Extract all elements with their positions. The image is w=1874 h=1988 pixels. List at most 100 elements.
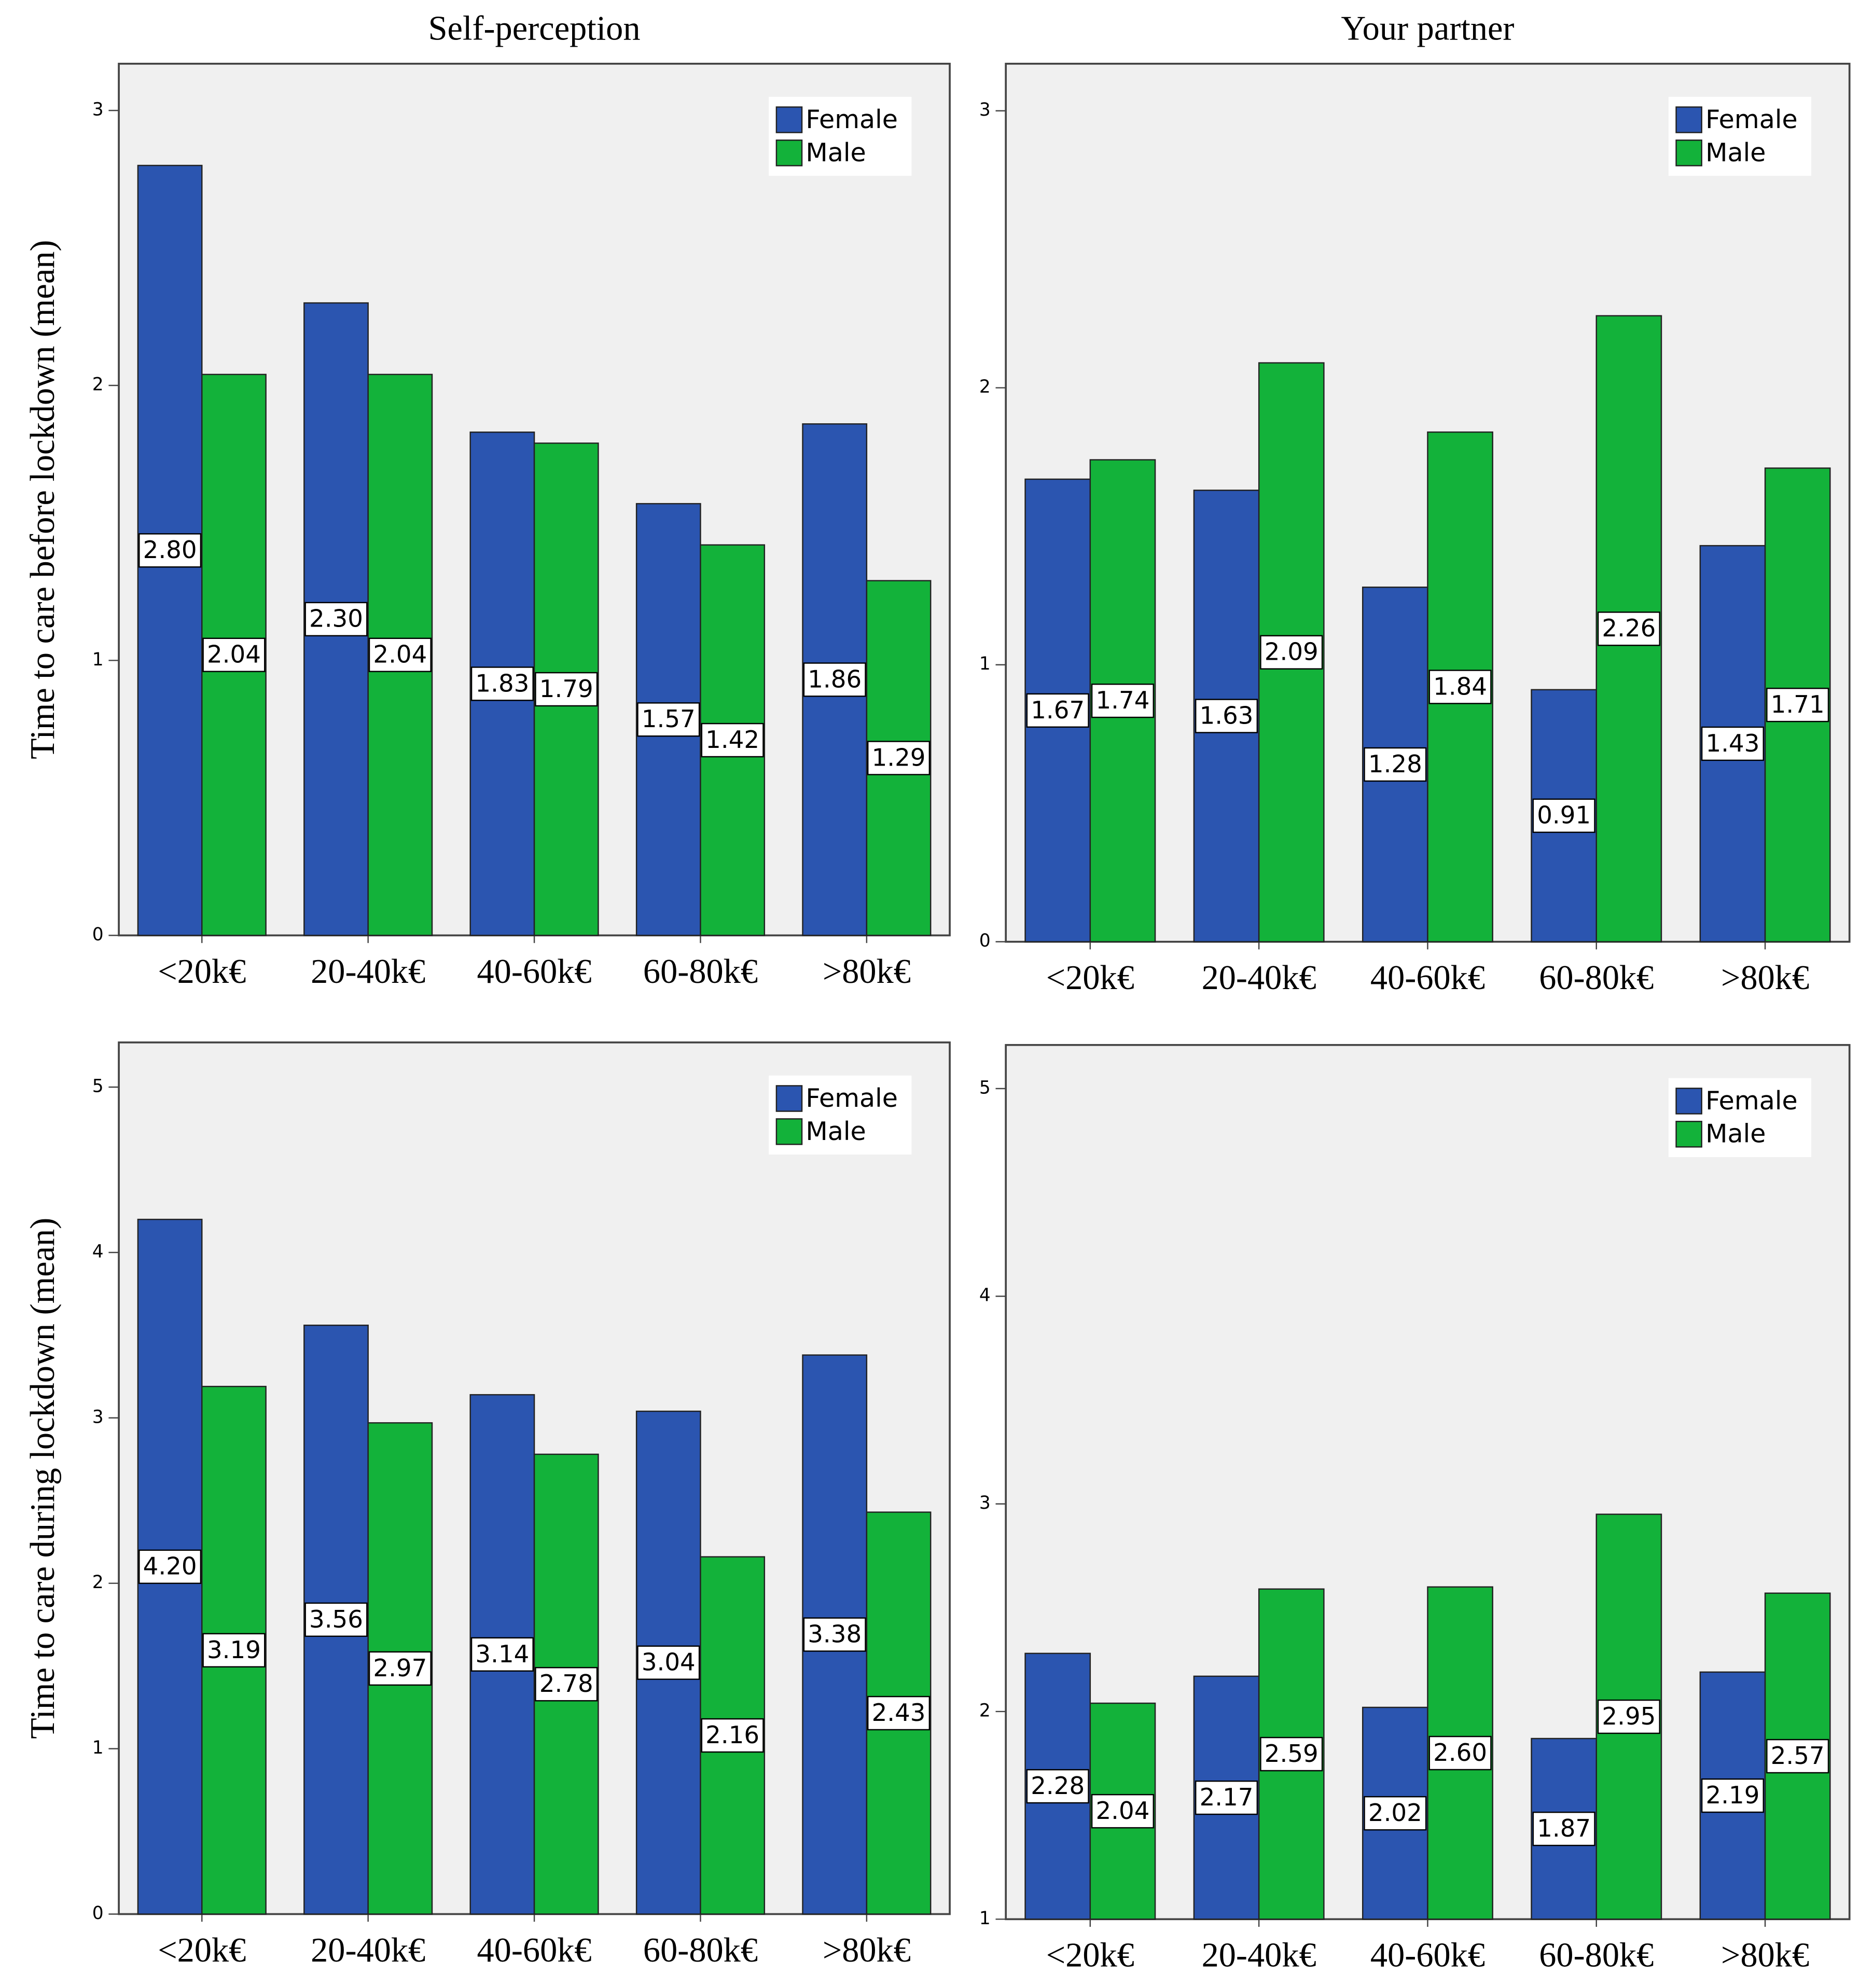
- y-tick-label: 5: [92, 1076, 104, 1096]
- data-label: 2.04: [373, 641, 427, 669]
- data-label: 2.80: [143, 536, 197, 564]
- legend-swatch: [775, 1085, 803, 1112]
- y-tick-label: 1: [979, 1908, 991, 1929]
- data-label-box: [1026, 693, 1089, 728]
- x-tick-label: 60-80k€: [1539, 1937, 1654, 1975]
- legend-label: Female: [1705, 1086, 1798, 1116]
- chart-title: Self-perception: [428, 10, 641, 48]
- data-label-box: [803, 1617, 866, 1652]
- data-label-box: [637, 702, 700, 737]
- x-tick-label: 20-40k€: [311, 953, 425, 991]
- y-tick-label: 1: [92, 1737, 104, 1758]
- data-label: 2.95: [1602, 1703, 1656, 1731]
- data-label-box: [138, 1549, 202, 1584]
- x-tick-label: 20-40k€: [311, 1931, 425, 1969]
- data-label: 2.30: [309, 605, 363, 633]
- data-label: 2.17: [1200, 1784, 1254, 1812]
- y-tick-label: 4: [92, 1241, 104, 1262]
- data-label: 2.16: [705, 1721, 759, 1749]
- x-tick-label: <20k€: [1046, 1937, 1134, 1975]
- chart: Your partner 0 1 2 3 <20k€ 1.67 1.74 20-40k€ 1.63…: [979, 10, 1851, 997]
- data-label-box: [535, 1667, 598, 1702]
- data-label-box: [535, 672, 598, 707]
- data-label-box: [368, 1651, 432, 1686]
- data-label: 1.86: [808, 665, 862, 693]
- data-label: 1.28: [1368, 750, 1422, 778]
- data-label: 3.14: [475, 1641, 529, 1669]
- data-label: 1.57: [642, 705, 696, 733]
- x-tick-label: 20-40k€: [1202, 959, 1316, 997]
- data-label-box: [1091, 683, 1155, 718]
- x-tick-label: >80k€: [823, 1931, 911, 1969]
- data-label-box: [1026, 1769, 1089, 1804]
- data-label: 2.02: [1368, 1799, 1422, 1827]
- data-label: 1.84: [1433, 673, 1487, 701]
- legend-label: Female: [1705, 104, 1798, 134]
- y-axis-label: Time to care during lockdown (mean): [24, 1218, 62, 1739]
- data-label: 2.09: [1265, 638, 1318, 666]
- data-label: 2.59: [1265, 1740, 1318, 1768]
- y-tick-label: 1: [92, 649, 104, 670]
- data-label: 2.26: [1602, 615, 1656, 643]
- data-label: 1.67: [1031, 697, 1085, 725]
- data-label-box: [202, 637, 266, 672]
- data-label-box: [701, 1718, 764, 1753]
- data-label: 2.43: [872, 1699, 926, 1727]
- y-tick-label: 0: [92, 1903, 104, 1924]
- legend-label: Male: [1705, 137, 1766, 168]
- data-label-box: [138, 533, 202, 568]
- data-label: 1.87: [1537, 1815, 1591, 1843]
- x-tick-label: >80k€: [1721, 959, 1809, 997]
- data-label-box: [1701, 1778, 1765, 1813]
- legend-label: Female: [806, 1083, 898, 1113]
- legend-swatch: [775, 106, 803, 133]
- x-tick-label: 60-80k€: [1539, 959, 1654, 997]
- data-label-box: [1428, 1735, 1492, 1771]
- data-label: 2.04: [1095, 1797, 1149, 1825]
- legend-swatch: [1675, 1120, 1702, 1148]
- x-tick-label: 20-40k€: [1202, 1937, 1316, 1975]
- data-label: 2.78: [539, 1670, 593, 1698]
- data-label-box: [867, 1695, 931, 1731]
- chart-title: Your partner: [1341, 10, 1514, 48]
- data-label-box: [1364, 747, 1427, 782]
- data-label-box: [1091, 1794, 1155, 1829]
- data-label-box: [1766, 1739, 1829, 1774]
- chart: Time to care during lockdown (mean) 0 1 2 3 4…: [24, 1041, 951, 1969]
- x-tick-label: 40-60k€: [1370, 959, 1485, 997]
- data-label: 1.42: [705, 726, 759, 754]
- data-label-box: [470, 1637, 534, 1672]
- data-label: 2.97: [373, 1655, 427, 1683]
- y-tick-label: 3: [92, 99, 104, 120]
- y-tick-label: 3: [979, 1493, 991, 1513]
- data-label: 3.04: [642, 1649, 696, 1677]
- legend-label: Male: [1705, 1119, 1766, 1149]
- x-tick-label: <20k€: [158, 953, 246, 991]
- legend-swatch: [1675, 140, 1702, 166]
- data-label: 1.29: [872, 744, 926, 772]
- data-label: 1.83: [475, 670, 529, 698]
- x-tick-label: 40-60k€: [1370, 1937, 1485, 1975]
- data-label: 3.19: [207, 1636, 261, 1664]
- x-tick-label: 60-80k€: [643, 1931, 758, 1969]
- x-tick-label: >80k€: [1721, 1937, 1809, 1975]
- x-tick-label: <20k€: [158, 1931, 246, 1969]
- y-tick-label: 1: [979, 654, 991, 674]
- data-label: 3.38: [808, 1621, 862, 1649]
- x-tick-label: >80k€: [823, 953, 911, 991]
- data-label-box: [1364, 1796, 1427, 1831]
- data-label-box: [803, 662, 866, 697]
- data-label: 1.63: [1200, 702, 1254, 730]
- y-tick-label: 5: [979, 1077, 991, 1098]
- y-tick-label: 2: [92, 1572, 104, 1593]
- y-tick-label: 3: [979, 100, 991, 120]
- y-tick-label: 2: [979, 1700, 991, 1721]
- legend-label: Male: [806, 137, 866, 168]
- data-label-box: [1532, 1811, 1595, 1846]
- x-tick-label: 40-60k€: [477, 1931, 592, 1969]
- data-label: 2.57: [1771, 1742, 1825, 1770]
- data-label: 1.74: [1095, 687, 1149, 715]
- legend-swatch: [775, 1118, 803, 1145]
- legend-label: Female: [806, 104, 898, 134]
